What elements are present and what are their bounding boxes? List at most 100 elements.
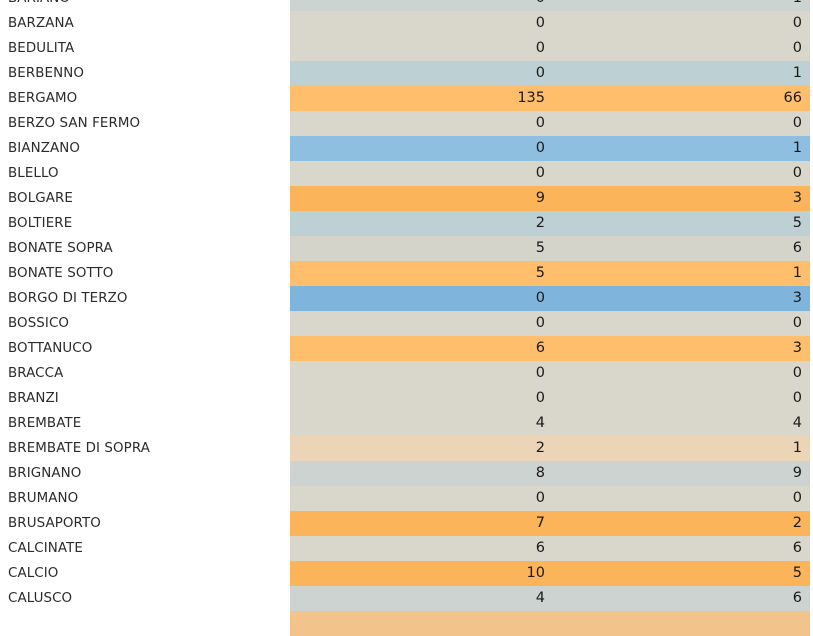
row-label: BRIGNANO xyxy=(8,466,82,481)
row-label: BOTTANUCO xyxy=(8,341,93,356)
value-b-cell: 0 xyxy=(792,315,802,331)
row-label: BONATE SOTTO xyxy=(8,266,114,281)
table-row: BRACCA 0 0 xyxy=(0,361,813,386)
table-row: BREMBATE 4 4 xyxy=(0,411,813,436)
value-a-cell: 7 xyxy=(535,515,545,531)
heat-cell-band: 10 5 xyxy=(290,561,810,586)
table-row: BEDULITA 0 0 xyxy=(0,36,813,61)
value-a-cell: 4 xyxy=(535,590,545,606)
table-row: BONATE SOPRA 5 6 xyxy=(0,236,813,261)
row-label: BEDULITA xyxy=(8,41,75,56)
row-label: BOLGARE xyxy=(8,191,73,206)
value-a-cell: 5 xyxy=(535,265,545,281)
table-row: CALCINATE 6 6 xyxy=(0,536,813,561)
table-row: CALUSCO 4 6 xyxy=(0,586,813,611)
row-label: BARIANO xyxy=(8,0,70,11)
value-a-cell: 0 xyxy=(535,65,545,81)
value-b-cell: 66 xyxy=(783,90,802,106)
row-label: BLELLO xyxy=(8,166,59,181)
table-row: BERGAMO 135 66 xyxy=(0,86,813,111)
value-b-cell: 4 xyxy=(792,415,802,431)
value-b-cell: 5 xyxy=(792,565,802,581)
value-b-cell: 1 xyxy=(792,140,802,156)
value-b-cell: 1 xyxy=(682,0,802,11)
row-label: BERGAMO xyxy=(8,91,78,106)
value-a-cell: 0 xyxy=(535,115,545,131)
value-b-cell: 9 xyxy=(792,465,802,481)
value-b-cell: 0 xyxy=(792,165,802,181)
value-a-cell: 0 xyxy=(535,15,545,31)
row-label: BARZANA xyxy=(8,16,74,31)
heat-cell-band xyxy=(290,611,810,636)
row-label: BONATE SOPRA xyxy=(8,241,113,256)
row-label: BREMBATE xyxy=(8,416,82,431)
value-b-cell: 1 xyxy=(792,440,802,456)
table-row: BARIANO 0 1 xyxy=(0,0,813,11)
value-b-cell: 0 xyxy=(792,365,802,381)
value-b-cell: 1 xyxy=(792,265,802,281)
table-row: BONATE SOTTO 5 1 xyxy=(0,261,813,286)
value-a-cell: 0 xyxy=(425,0,545,11)
table-row: BREMBATE DI SOPRA 2 1 xyxy=(0,436,813,461)
value-b-cell: 0 xyxy=(792,390,802,406)
value-b-cell: 6 xyxy=(792,240,802,256)
value-b-cell: 3 xyxy=(792,190,802,206)
table-row: CALCIO 10 5 xyxy=(0,561,813,586)
value-a-cell: 2 xyxy=(535,440,545,456)
row-label: CALUSCO xyxy=(8,591,73,606)
row-label: BERBENNO xyxy=(8,66,84,81)
table-row: BORGO DI TERZO 0 3 xyxy=(0,286,813,311)
row-label: BORGO DI TERZO xyxy=(8,291,128,306)
value-b-cell: 3 xyxy=(792,290,802,306)
row-label: CALCIO xyxy=(8,566,59,581)
value-a-cell: 0 xyxy=(535,165,545,181)
table-row: BARZANA 0 0 xyxy=(0,11,813,36)
value-b-cell: 0 xyxy=(792,115,802,131)
table-row: BRIGNANO 8 9 xyxy=(0,461,813,486)
value-a-cell: 0 xyxy=(535,40,545,56)
row-label: BRUMANO xyxy=(8,491,79,506)
table-row xyxy=(0,611,813,636)
value-b-cell: 0 xyxy=(792,15,802,31)
value-b-cell: 1 xyxy=(792,65,802,81)
value-b-cell: 6 xyxy=(792,540,802,556)
row-label: BOLTIERE xyxy=(8,216,73,231)
value-a-cell: 0 xyxy=(535,365,545,381)
value-b-cell: 6 xyxy=(792,590,802,606)
table-row: BOLGARE 9 3 xyxy=(0,186,813,211)
table-row: BERZO SAN FERMO 0 0 xyxy=(0,111,813,136)
row-label: BOSSICO xyxy=(8,316,70,331)
table-row: BRUSAPORTO 7 2 xyxy=(0,511,813,536)
row-label: BIANZANO xyxy=(8,141,81,156)
value-a-cell: 135 xyxy=(517,90,545,106)
value-b-cell: 3 xyxy=(792,340,802,356)
row-label: BERZO SAN FERMO xyxy=(8,116,141,131)
value-a-cell: 0 xyxy=(535,290,545,306)
value-a-cell: 6 xyxy=(535,540,545,556)
value-a-cell: 0 xyxy=(535,315,545,331)
value-a-cell: 4 xyxy=(535,415,545,431)
value-a-cell: 9 xyxy=(535,190,545,206)
value-a-cell: 6 xyxy=(535,340,545,356)
value-b-cell: 5 xyxy=(792,215,802,231)
value-b-cell: 0 xyxy=(792,490,802,506)
row-label: BREMBATE DI SOPRA xyxy=(8,441,150,456)
table-row: BRUMANO 0 0 xyxy=(0,486,813,511)
